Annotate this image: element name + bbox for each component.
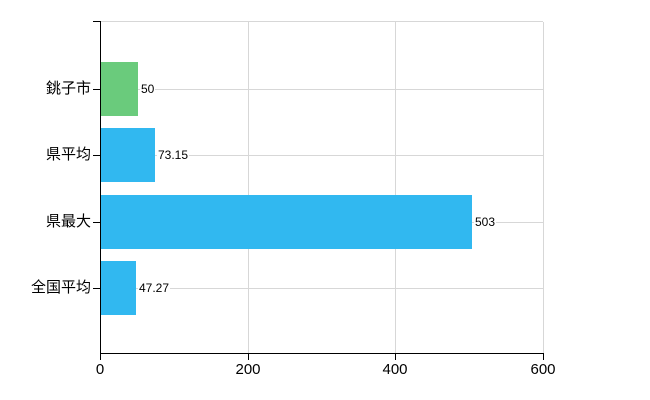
- value-label-3: 47.27: [138, 281, 171, 295]
- y-tick-0: [93, 89, 100, 90]
- row-gridline: [101, 155, 543, 156]
- vertical-gridline-400: [395, 22, 396, 353]
- x-tick-0: [100, 354, 101, 360]
- value-label-0: 50: [140, 82, 156, 96]
- y-tick-2: [93, 222, 100, 223]
- y-tick-3: [93, 288, 100, 289]
- category-label-3: 全国平均: [30, 279, 91, 296]
- category-label-2: 県最大: [45, 213, 91, 230]
- x-tick-400: [395, 354, 396, 360]
- y-tick-1: [93, 155, 100, 156]
- bar-2: [101, 195, 472, 249]
- vertical-gridline-200: [248, 22, 249, 353]
- value-label-1: 73.15: [157, 148, 190, 162]
- x-tick-label-400: 400: [382, 361, 408, 378]
- y-axis-line: [100, 21, 101, 354]
- category-label-1: 県平均: [45, 146, 91, 163]
- top-gridline: [101, 21, 543, 22]
- x-tick-label-0: 0: [95, 361, 105, 378]
- value-label-2: 503: [474, 215, 497, 229]
- bar-0: [101, 62, 138, 116]
- vertical-gridline-600: [543, 22, 544, 353]
- x-axis-line: [100, 353, 544, 354]
- bar-3: [101, 261, 136, 315]
- y-axis-top-tick: [93, 21, 100, 22]
- x-tick-label-600: 600: [530, 361, 556, 378]
- x-tick-600: [543, 354, 544, 360]
- bar-1: [101, 128, 155, 182]
- x-tick-label-200: 200: [235, 361, 261, 378]
- x-tick-200: [248, 354, 249, 360]
- row-gridline: [101, 89, 543, 90]
- row-gridline: [101, 288, 543, 289]
- category-label-0: 銚子市: [45, 80, 91, 97]
